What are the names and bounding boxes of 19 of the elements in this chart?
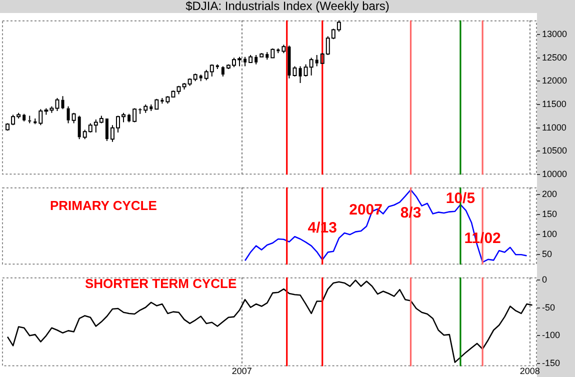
y-tick-label: 150 <box>542 209 558 220</box>
y-tick-label: 11500 <box>542 98 566 109</box>
y-tick-label: -50 <box>542 302 556 312</box>
y-tick-label: -150 <box>542 358 560 368</box>
y-tick-label: 200 <box>542 189 558 200</box>
y-tick-label: -100 <box>542 330 560 340</box>
y-tick-label: 12500 <box>542 52 568 62</box>
y-tick-label: 12000 <box>542 76 568 86</box>
y-tick-label: 100 <box>542 229 558 240</box>
x-tick-label: 2008 <box>520 366 540 376</box>
y-tick-label: 13000 <box>542 28 568 39</box>
y-tick-label: 10000 <box>542 169 568 180</box>
y-tick-label: 10500 <box>542 146 568 156</box>
y-tick-label: 50 <box>542 249 552 260</box>
y-tick-label: 11000 <box>542 122 566 132</box>
text: PRIMARY CYCLE <box>50 198 157 213</box>
chart-title: SHORTER TERM CYCLE <box>85 276 237 291</box>
y-tick-label: 0 <box>542 274 548 285</box>
annotation: 2007 <box>349 202 382 219</box>
